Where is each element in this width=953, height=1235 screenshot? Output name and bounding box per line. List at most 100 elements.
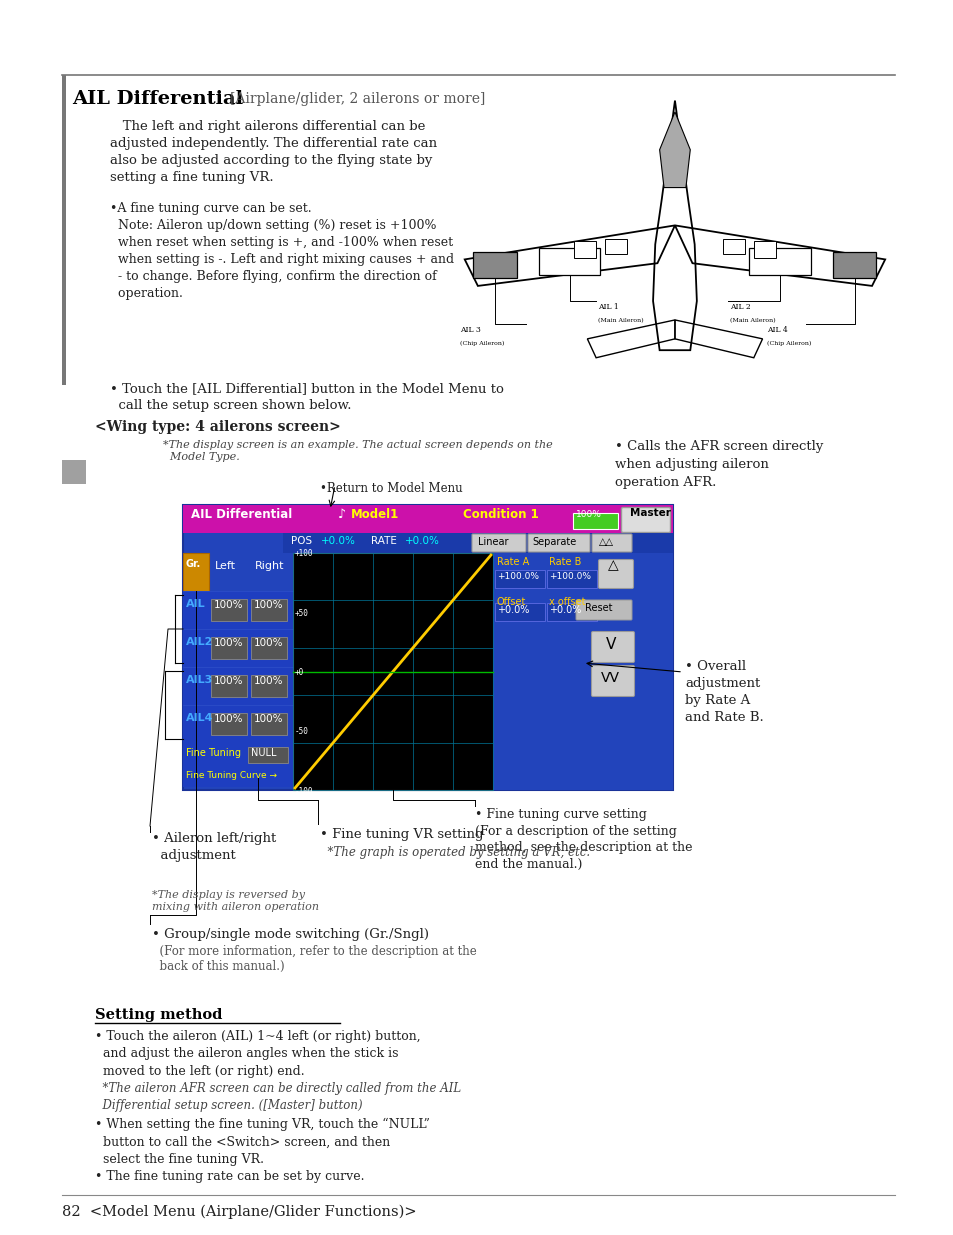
Bar	[493, 553, 672, 790]
Text: *The aileron AFR screen can be directly called from the AIL
  Differential setup: *The aileron AFR screen can be directly …	[95, 1082, 460, 1112]
Bar	[546, 571, 597, 588]
Bar	[546, 603, 597, 621]
Bar	[211, 637, 247, 659]
Text: Linear: Linear	[477, 537, 508, 547]
Text: +0.0%: +0.0%	[548, 605, 580, 615]
Text: • Fine tuning VR setting: • Fine tuning VR setting	[319, 827, 483, 841]
Text: RATE: RATE	[371, 536, 396, 546]
Bar	[183, 629, 293, 667]
Bar	[183, 505, 672, 534]
Bar	[248, 747, 288, 763]
Text: △△: △△	[598, 537, 614, 547]
Text: *The graph is operated by setting a VR, etc.: *The graph is operated by setting a VR, …	[319, 846, 590, 860]
Text: • Group/single mode switching (Gr./Sngl): • Group/single mode switching (Gr./Sngl)	[152, 927, 429, 941]
Text: -100: -100	[294, 787, 314, 795]
Bar	[495, 571, 544, 588]
Text: Rate A: Rate A	[497, 557, 529, 567]
FancyBboxPatch shape	[592, 534, 631, 552]
FancyBboxPatch shape	[576, 600, 631, 620]
Bar	[573, 513, 618, 529]
Text: 100%: 100%	[253, 714, 283, 724]
Text: 82  <Model Menu (Airplane/Glider Functions)>: 82 <Model Menu (Airplane/Glider Function…	[62, 1205, 416, 1219]
Bar	[574, 241, 596, 258]
Text: • Touch the [AIL Differential] button in the Model Menu to
  call the setup scre: • Touch the [AIL Differential] button in…	[110, 382, 503, 412]
Bar	[211, 599, 247, 621]
FancyBboxPatch shape	[598, 559, 633, 589]
Bar	[211, 713, 247, 735]
Text: Condition 1: Condition 1	[462, 508, 538, 521]
Bar	[753, 241, 775, 258]
Text: <Wing type: 4 ailerons screen>: <Wing type: 4 ailerons screen>	[95, 420, 340, 433]
Text: Right: Right	[254, 561, 284, 571]
Text: 100%: 100%	[576, 510, 601, 519]
Text: Model1: Model1	[351, 508, 399, 521]
Text: Offset: Offset	[497, 597, 526, 606]
Text: +100.0%: +100.0%	[548, 572, 590, 580]
FancyBboxPatch shape	[620, 508, 670, 532]
Text: AIL Differential: AIL Differential	[71, 90, 243, 107]
Bar	[183, 767, 293, 787]
Bar	[283, 534, 672, 553]
Text: AIL2: AIL2	[186, 637, 213, 647]
Text: AIL 2: AIL 2	[729, 303, 750, 311]
Text: • Calls the AFR screen directly
when adjusting aileron
operation AFR.: • Calls the AFR screen directly when adj…	[615, 440, 822, 489]
Text: 100%: 100%	[253, 638, 283, 648]
Text: -50: -50	[294, 727, 309, 736]
Text: +0.0%: +0.0%	[405, 536, 439, 546]
Bar	[251, 637, 287, 659]
Text: Separate: Separate	[532, 537, 576, 547]
Text: [Airplane/glider, 2 ailerons or more]: [Airplane/glider, 2 ailerons or more]	[230, 91, 485, 106]
Text: Master: Master	[629, 508, 670, 517]
Bar	[538, 248, 599, 274]
Text: (Main Aileron): (Main Aileron)	[598, 319, 643, 324]
Text: Left: Left	[214, 561, 235, 571]
Text: *The display screen is an example. The actual screen depends on the
  Model Type: *The display screen is an example. The a…	[163, 440, 552, 462]
Text: +0.0%: +0.0%	[497, 605, 529, 615]
Bar	[251, 599, 287, 621]
Bar	[251, 676, 287, 697]
Text: +0.0%: +0.0%	[320, 536, 355, 546]
Text: V: V	[605, 637, 616, 652]
Bar	[183, 553, 209, 592]
Text: 100%: 100%	[213, 600, 243, 610]
Text: • Aileron left/right
  adjustment: • Aileron left/right adjustment	[152, 832, 276, 862]
Text: 100%: 100%	[213, 676, 243, 685]
Bar	[183, 592, 293, 629]
Text: Reset: Reset	[584, 603, 612, 613]
Bar	[183, 743, 293, 767]
Text: (Main Aileron): (Main Aileron)	[729, 319, 775, 324]
Polygon shape	[659, 112, 690, 188]
Text: •Return to Model Menu: •Return to Model Menu	[319, 482, 462, 495]
FancyBboxPatch shape	[472, 534, 525, 552]
Text: • Fine tuning curve setting
(For a description of the setting
method, see the de: • Fine tuning curve setting (For a descr…	[475, 808, 692, 871]
Text: +50: +50	[294, 609, 309, 618]
Bar	[473, 252, 517, 278]
Text: Rate B: Rate B	[548, 557, 580, 567]
Text: +0: +0	[294, 668, 304, 677]
Bar	[495, 603, 544, 621]
Text: +100: +100	[294, 550, 314, 558]
Text: AIL Differential: AIL Differential	[191, 508, 292, 521]
Text: VV: VV	[600, 671, 619, 685]
Text: The left and right ailerons differential can be
adjusted independently. The diff: The left and right ailerons differential…	[110, 120, 436, 184]
Text: AIL 4: AIL 4	[766, 326, 787, 333]
Text: 100%: 100%	[253, 600, 283, 610]
Text: • Touch the aileron (AIL) 1~4 left (or right) button,
  and adjust the aileron a: • Touch the aileron (AIL) 1~4 left (or r…	[95, 1030, 420, 1078]
Text: • Overall
adjustment
by Rate A
and Rate B.: • Overall adjustment by Rate A and Rate …	[684, 659, 763, 724]
Text: ♪: ♪	[337, 508, 346, 521]
Bar	[183, 705, 293, 743]
Text: Fine Tuning Curve →: Fine Tuning Curve →	[186, 771, 276, 781]
Bar	[183, 505, 672, 790]
Text: POS: POS	[291, 536, 312, 546]
Text: (Chip Aileron): (Chip Aileron)	[766, 341, 810, 346]
Text: NULL: NULL	[251, 748, 276, 758]
Text: 100%: 100%	[213, 638, 243, 648]
Text: Setting method: Setting method	[95, 1008, 222, 1023]
Bar	[749, 248, 810, 274]
Text: • When setting the fine tuning VR, touch the “NULL”
  button to call the <Switch: • When setting the fine tuning VR, touch…	[95, 1118, 430, 1166]
Text: AIL: AIL	[186, 599, 206, 609]
Text: AIL3: AIL3	[186, 676, 213, 685]
Text: 100%: 100%	[253, 676, 283, 685]
Text: Fine Tuning: Fine Tuning	[186, 748, 241, 758]
Text: +100.0%: +100.0%	[497, 572, 538, 580]
